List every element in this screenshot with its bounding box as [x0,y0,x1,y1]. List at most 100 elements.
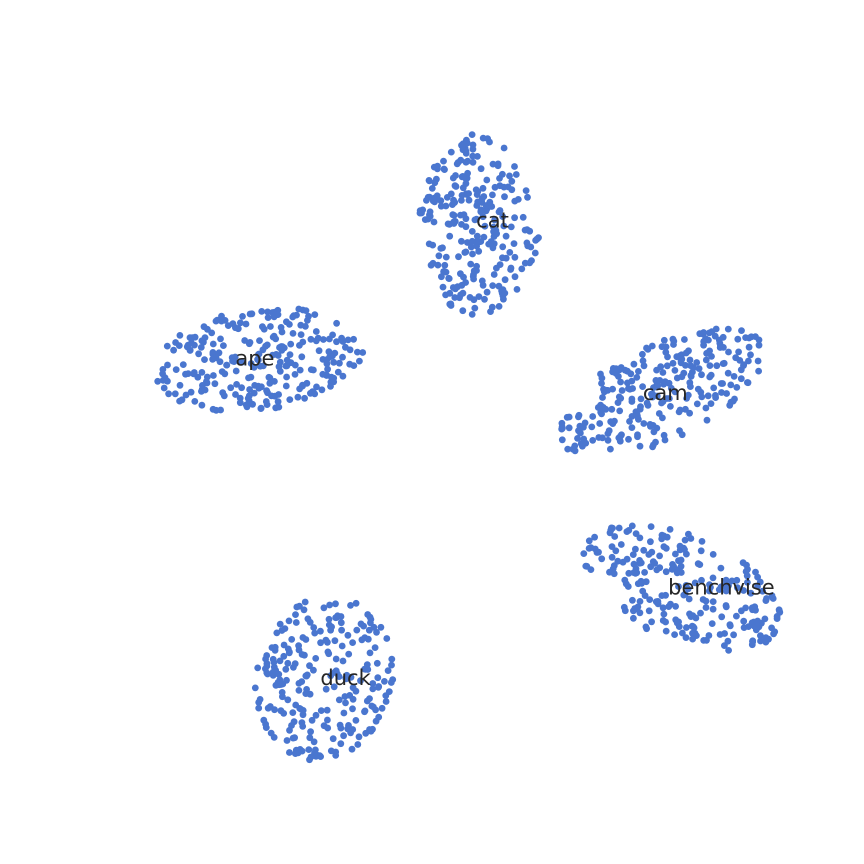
scatter-point [260,716,268,724]
scatter-point [289,330,297,337]
scatter-point [236,394,244,402]
scatter-point [276,657,284,665]
scatter-point [159,370,167,378]
scatter-point [571,447,579,455]
scatter-point [755,341,763,349]
scatter-point [733,612,740,620]
scatter-point [439,283,447,291]
scatter-point [522,187,530,195]
scatter-point [331,349,339,357]
scatter-point [487,238,495,245]
scatter-point [328,373,335,381]
scatter-point [292,611,299,618]
scatter-point [200,338,207,346]
scatter-point [305,312,312,320]
scatter-point [294,393,302,401]
scatter-point [511,253,519,261]
scatter-point [582,562,590,570]
scatter-point [502,232,510,240]
scatter-point [256,337,263,344]
scatter-point [468,228,476,235]
scatter-point [507,264,515,272]
scatter-point [320,604,328,612]
scatter-point [644,345,652,353]
scatter-point [323,356,331,363]
scatter-point [734,335,742,343]
scatter-point [615,373,622,380]
scatter-point [272,667,280,674]
scatter-point [217,406,225,414]
scatter-point [312,711,320,719]
scatter-point [659,369,667,376]
scatter-point [473,232,481,240]
scatter-point [694,385,702,393]
scatter-point [317,753,324,760]
scatter-point [658,592,666,599]
scatter-point [451,294,459,301]
scatter-point [483,176,491,184]
scatter-point [747,589,755,597]
scatter-point [293,603,301,611]
scatter-point [364,666,372,673]
scatter-point [587,566,595,573]
scatter-point [473,202,481,209]
scatter-point [706,362,714,369]
scatter-point [687,383,694,390]
scatter-point [228,354,236,362]
scatter-point [246,310,254,318]
scatter-point [246,386,254,393]
scatter-point [735,348,742,356]
scatter-point [609,385,616,393]
scatter-point [190,369,198,376]
scatter-point [276,620,284,628]
scatter-point [702,356,710,364]
scatter-point [611,533,619,540]
scatter-point [171,390,179,398]
scatter-point [382,698,390,705]
scatter-point [267,323,274,330]
scatter-point [366,649,374,657]
scatter-point [274,352,282,359]
scatter-point [259,362,267,370]
scatter-point [269,351,276,359]
scatter-point [671,367,679,374]
scatter-point [564,445,572,453]
scatter-point [658,399,665,407]
scatter-point [740,617,748,625]
scatter-point [511,163,518,170]
scatter-point [441,261,449,269]
scatter-point [630,360,638,368]
scatter-point [298,353,306,361]
scatter-point [628,395,636,403]
scatter-point [285,617,293,625]
scatter-point [500,222,508,230]
scatter-point [299,711,307,719]
scatter-point [636,442,644,450]
scatter-point [648,618,655,626]
scatter-point [280,641,288,649]
scatter-point [656,377,664,384]
scatter-point [526,227,534,235]
scatter-point [744,579,751,586]
scatter-point [247,373,255,381]
scatter-point [283,737,291,744]
scatter-point [608,543,616,550]
scatter-point [251,684,259,692]
scatter-point [224,322,232,329]
scatter-point [656,552,663,560]
scatter-point [469,145,477,153]
scatter-point [709,598,717,605]
scatter-point [388,655,396,663]
scatter-point [440,157,447,165]
scatter-point [459,140,467,148]
scatter-point [608,524,615,532]
scatter-point [271,378,278,385]
scatter-point [442,253,450,261]
scatter-point [444,220,452,228]
scatter-point [691,579,699,587]
scatter-point [647,538,654,546]
scatter-point [675,408,683,416]
scatter-point [363,697,371,705]
scatter-point [629,551,637,558]
scatter-point [588,423,596,431]
